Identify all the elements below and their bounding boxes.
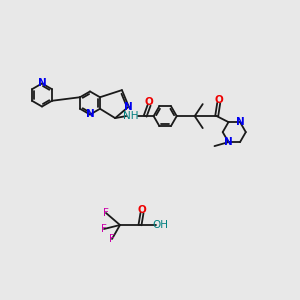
Text: F: F — [109, 234, 115, 244]
Text: F: F — [101, 224, 107, 234]
Text: O: O — [214, 95, 223, 105]
Text: OH: OH — [152, 220, 168, 230]
Text: F: F — [103, 208, 109, 218]
Text: N: N — [224, 137, 233, 147]
Text: NH: NH — [123, 111, 139, 121]
Text: O: O — [145, 97, 154, 107]
Text: N: N — [38, 79, 46, 88]
Text: N: N — [124, 102, 133, 112]
Text: N: N — [236, 117, 244, 127]
Text: N: N — [85, 109, 94, 118]
Text: O: O — [138, 205, 146, 215]
